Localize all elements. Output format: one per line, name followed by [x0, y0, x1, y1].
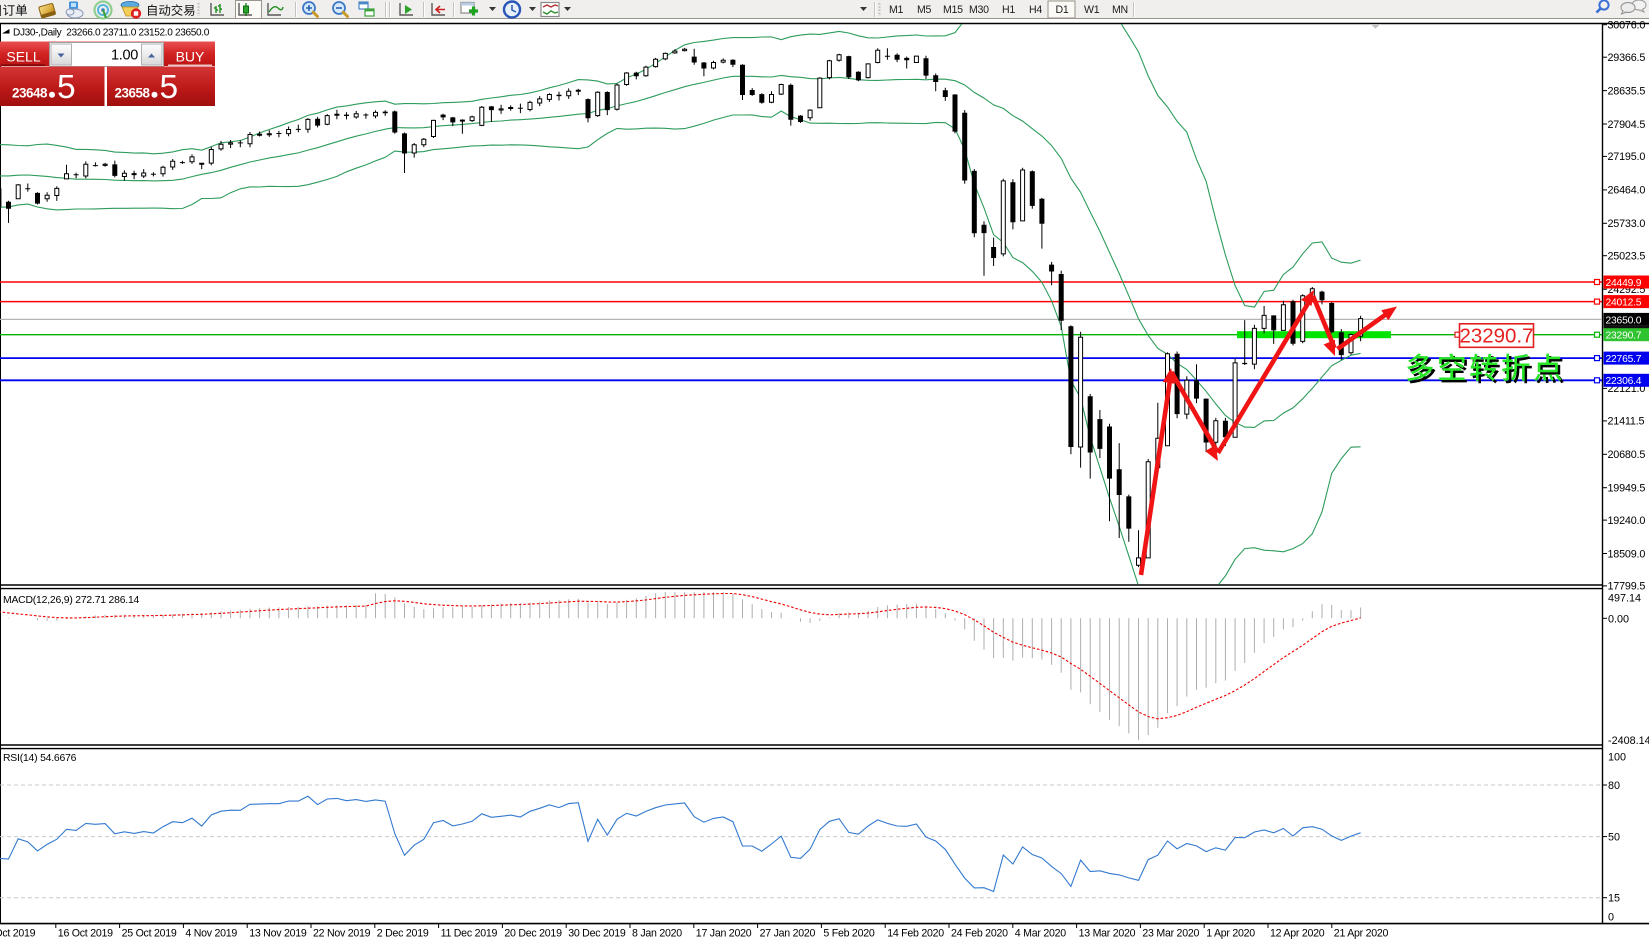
svg-text:M1: M1	[889, 4, 904, 16]
svg-text:80: 80	[1608, 780, 1620, 792]
svg-text:MACD(12,26,9) 272.71 286.14: MACD(12,26,9) 272.71 286.14	[3, 595, 140, 606]
svg-text:12 Apr 2020: 12 Apr 2020	[1270, 928, 1325, 940]
svg-text:100: 100	[1608, 752, 1626, 764]
svg-text:23648: 23648	[12, 86, 48, 101]
svg-text:20 Dec 2019: 20 Dec 2019	[504, 928, 562, 940]
svg-text:21411.5: 21411.5	[1608, 416, 1645, 428]
svg-text:25 Oct 2019: 25 Oct 2019	[122, 928, 177, 940]
svg-text:497.14: 497.14	[1608, 593, 1641, 605]
svg-text:13 Mar 2020: 13 Mar 2020	[1079, 928, 1136, 940]
svg-text:H1: H1	[1002, 4, 1015, 16]
svg-text:1.00: 1.00	[111, 48, 138, 64]
svg-text:24 Feb 2020: 24 Feb 2020	[951, 928, 1008, 940]
svg-text:0: 0	[1608, 911, 1614, 923]
svg-text:2 Dec 2019: 2 Dec 2019	[377, 928, 429, 940]
svg-text:5: 5	[57, 69, 76, 106]
svg-text:26464.0: 26464.0	[1608, 185, 1646, 197]
svg-text:27 Jan 2020: 27 Jan 2020	[760, 928, 816, 940]
svg-text:14 Feb 2020: 14 Feb 2020	[887, 928, 944, 940]
svg-text:23290.7: 23290.7	[1459, 325, 1533, 348]
svg-text:W1: W1	[1084, 4, 1100, 16]
svg-text:25733.0: 25733.0	[1608, 218, 1646, 230]
svg-text:MN: MN	[1112, 4, 1128, 16]
svg-text:22765.7: 22765.7	[1606, 354, 1642, 365]
svg-text:23658: 23658	[115, 86, 151, 101]
svg-text:24449.9: 24449.9	[1606, 278, 1642, 289]
svg-text:27904.5: 27904.5	[1608, 119, 1646, 131]
svg-text:17 Jan 2020: 17 Jan 2020	[696, 928, 752, 940]
svg-text:15: 15	[1608, 893, 1620, 905]
svg-text:24012.5: 24012.5	[1606, 298, 1642, 309]
svg-text:19949.5: 19949.5	[1608, 483, 1646, 495]
svg-text:8 Jan 2020: 8 Jan 2020	[632, 928, 682, 940]
svg-text:13 Nov 2019: 13 Nov 2019	[249, 928, 307, 940]
svg-text:1 Apr 2020: 1 Apr 2020	[1206, 928, 1255, 940]
svg-text:DJ30-,Daily 23266.0 23711.0 2: DJ30-,Daily 23266.0 23711.0 23152.0 2365…	[13, 28, 210, 39]
svg-text:5 Feb 2020: 5 Feb 2020	[823, 928, 874, 940]
svg-text:19240.0: 19240.0	[1608, 515, 1646, 527]
svg-text:M15: M15	[943, 4, 963, 16]
svg-text:23650.0: 23650.0	[1606, 315, 1642, 326]
svg-text:27195.0: 27195.0	[1608, 151, 1646, 163]
svg-text:11 Dec 2019: 11 Dec 2019	[441, 928, 498, 940]
svg-text:23290.7: 23290.7	[1606, 331, 1642, 342]
svg-text:D1: D1	[1056, 4, 1069, 16]
svg-text:30 Dec 2019: 30 Dec 2019	[568, 928, 626, 940]
svg-text:RSI(14) 54.6676: RSI(14) 54.6676	[3, 753, 77, 764]
svg-text:16 Oct 2019: 16 Oct 2019	[58, 928, 113, 940]
svg-text:4 Nov 2019: 4 Nov 2019	[185, 928, 237, 940]
svg-text:22306.4: 22306.4	[1606, 376, 1642, 387]
svg-text:28635.5: 28635.5	[1608, 85, 1646, 97]
svg-text:BUY: BUY	[176, 49, 205, 65]
svg-text:4 Mar 2020: 4 Mar 2020	[1015, 928, 1066, 940]
svg-text:20680.5: 20680.5	[1608, 449, 1646, 461]
svg-text:29366.5: 29366.5	[1608, 52, 1646, 64]
svg-text:M5: M5	[917, 4, 932, 16]
svg-text:-2408.14: -2408.14	[1608, 735, 1649, 747]
svg-text:22 Nov 2019: 22 Nov 2019	[313, 928, 371, 940]
svg-text:18509.0: 18509.0	[1608, 548, 1646, 560]
svg-text:SELL: SELL	[6, 49, 40, 65]
svg-text:H4: H4	[1029, 4, 1042, 16]
svg-text:23 Mar 2020: 23 Mar 2020	[1142, 928, 1199, 940]
svg-text:17799.5: 17799.5	[1608, 581, 1646, 593]
svg-text:50: 50	[1608, 832, 1620, 844]
svg-text:M30: M30	[969, 4, 989, 16]
svg-text:5: 5	[160, 69, 179, 106]
svg-text:9 Oct 2019: 9 Oct 2019	[0, 928, 36, 940]
svg-text:0.00: 0.00	[1608, 613, 1629, 625]
svg-text:21 Apr 2020: 21 Apr 2020	[1334, 928, 1389, 940]
svg-text:25023.5: 25023.5	[1608, 251, 1646, 263]
svg-text:30076.0: 30076.0	[1608, 20, 1646, 32]
